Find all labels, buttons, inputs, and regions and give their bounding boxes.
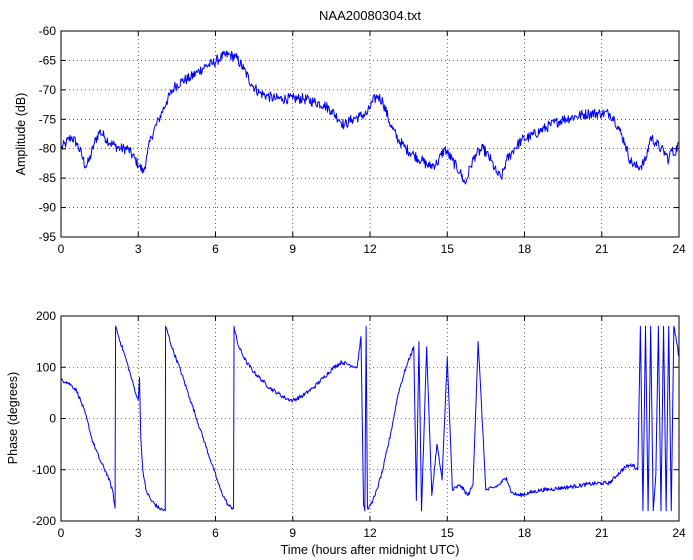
phase-ytick-label: -200 bbox=[32, 514, 56, 528]
amplitude-ytick-label: -85 bbox=[39, 171, 57, 185]
phase-ticks: 0 3 6 9 12 15 18 21 24 -200 -100 0 100 200 bbox=[32, 309, 686, 540]
phase-xtick-label: 9 bbox=[289, 526, 296, 540]
phase-xtick-label: 0 bbox=[58, 526, 65, 540]
amplitude-ytick-label: -80 bbox=[39, 142, 57, 156]
amplitude-plot-area bbox=[61, 31, 679, 237]
phase-xtick-label: 24 bbox=[672, 526, 686, 540]
amplitude-ytick-label: -60 bbox=[39, 24, 57, 38]
amplitude-grid bbox=[61, 31, 679, 237]
phase-xtick-label: 18 bbox=[518, 526, 532, 540]
phase-ylabel: Phase (degrees) bbox=[6, 372, 20, 464]
phase-ytick-label: 0 bbox=[49, 412, 56, 426]
phase-xtick-label: 15 bbox=[441, 526, 455, 540]
amplitude-series-line bbox=[60, 50, 680, 185]
phase-ytick-label: -100 bbox=[32, 463, 56, 477]
amplitude-ylabel: Amplitude (dB) bbox=[14, 93, 28, 176]
phase-series-line bbox=[60, 325, 680, 512]
phase-xtick-label: 6 bbox=[212, 526, 219, 540]
phase-series bbox=[60, 325, 680, 512]
phase-xtick-label: 12 bbox=[363, 526, 377, 540]
amplitude-xtick-label: 15 bbox=[441, 242, 455, 256]
amplitude-ytick-label: -95 bbox=[39, 230, 57, 244]
chart-title: NAA20080304.txt bbox=[319, 8, 421, 23]
amplitude-xtick-label: 12 bbox=[363, 242, 377, 256]
phase-grid bbox=[61, 316, 679, 521]
amplitude-ytick-label: -65 bbox=[39, 53, 57, 67]
amplitude-ytick-label: -90 bbox=[39, 201, 57, 215]
amplitude-xtick-label: 6 bbox=[212, 242, 219, 256]
amplitude-ticks: 0 3 6 9 12 15 18 21 24 -95 -90 -85 -80 -75 -70 -65 -60 bbox=[39, 24, 686, 256]
amplitude-xtick-label: 18 bbox=[518, 242, 532, 256]
amplitude-ytick-label: -70 bbox=[39, 83, 57, 97]
phase-subplot: 0 3 6 9 12 15 18 21 24 -200 -100 0 100 200 Phase (deg… bbox=[6, 309, 686, 557]
amplitude-xtick-label: 24 bbox=[672, 242, 686, 256]
phase-xlabel: Time (hours after midnight UTC) bbox=[281, 543, 460, 557]
amplitude-xtick-label: 21 bbox=[595, 242, 609, 256]
amplitude-ytick-label: -75 bbox=[39, 112, 57, 126]
amplitude-xtick-label: 3 bbox=[135, 242, 142, 256]
phase-xtick-label: 21 bbox=[595, 526, 609, 540]
amplitude-xtick-label: 9 bbox=[289, 242, 296, 256]
phase-ytick-label: 200 bbox=[36, 309, 56, 323]
phase-ytick-label: 100 bbox=[36, 360, 56, 374]
amplitude-xtick-label: 0 bbox=[58, 242, 65, 256]
phase-xtick-label: 3 bbox=[135, 526, 142, 540]
amplitude-subplot: 0 3 6 9 12 15 18 21 24 -95 -90 -85 -80 -75 -70 -65 -60 A… bbox=[14, 24, 686, 256]
amplitude-series bbox=[60, 50, 680, 185]
